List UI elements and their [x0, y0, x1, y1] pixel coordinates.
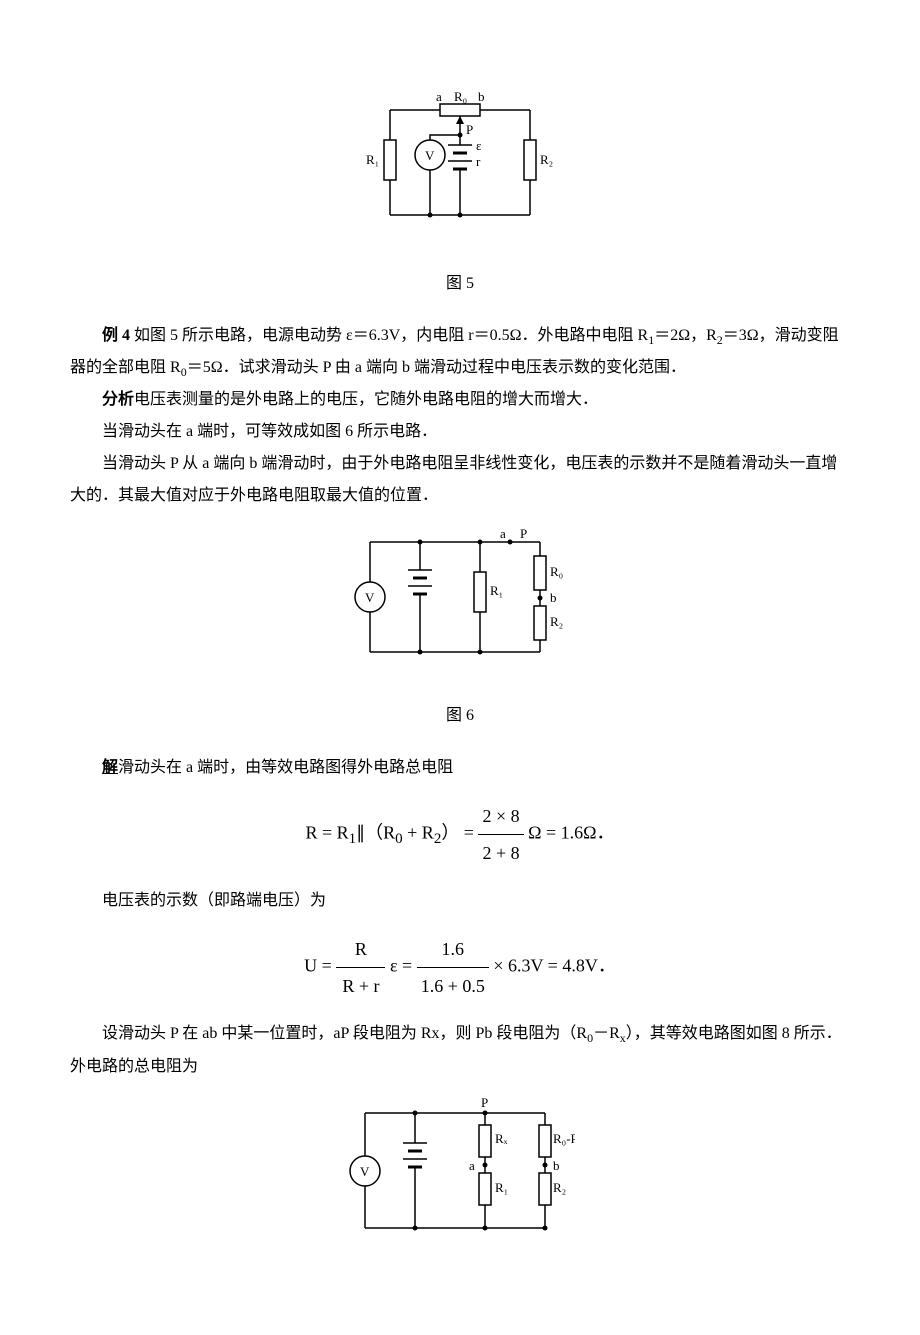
para-example: 例 4 如图 5 所示电路，电源电动势 ε＝6.3V，内电阻 r＝0.5Ω．外电… [70, 320, 850, 384]
label-P: P [466, 122, 473, 137]
circuit-5: a R₀ b P R₁ R₂ V ε r [360, 90, 560, 240]
label-b: b [550, 590, 557, 605]
label-r: r [476, 154, 481, 169]
label-eps: ε [476, 138, 482, 153]
figure-8: P V Rₓ R₀-Rₓ a b R₁ R₂ [70, 1093, 850, 1255]
label-R1: R₁ [495, 1180, 508, 1195]
para-3: 当滑动头在 a 端时，可等效成如图 6 所示电路． [70, 416, 850, 448]
page-content: a R₀ b P R₁ R₂ V ε r 图 5 例 4 如图 5 所示电路，电… [0, 0, 920, 1335]
label-R1: R₁ [490, 583, 503, 598]
label-b: b [478, 90, 485, 104]
label-P: P [481, 1095, 488, 1110]
figure-5-caption: 图 5 [70, 268, 850, 300]
circuit-8: P V Rₓ R₀-Rₓ a b R₁ R₂ [345, 1093, 575, 1243]
label-b: b [553, 1158, 560, 1173]
analysis-heading: 分析 [102, 391, 134, 408]
label-R0Rx: R₀-Rₓ [553, 1131, 575, 1146]
label-V: V [360, 1164, 370, 1179]
formula-1: R = R1∥（R0 + R2） = 2 × 82 + 8 Ω = 1.6Ω． [70, 798, 850, 871]
label-V: V [365, 590, 375, 605]
label-R0: R₀ [550, 564, 563, 579]
para-solution: 解滑动头在 a 端时，由等效电路图得外电路总电阻 [70, 752, 850, 784]
label-P: P [520, 526, 527, 541]
figure-6-caption: 图 6 [70, 700, 850, 732]
para-7: 设滑动头 P 在 ab 中某一位置时，aP 段电阻为 Rx，则 Pb 段电阻为（… [70, 1018, 850, 1082]
circuit-6: a P V R₁ R₀ b R₂ [350, 522, 570, 672]
label-a: a [500, 526, 506, 541]
label-R2: R₂ [540, 152, 553, 167]
label-a: a [469, 1158, 475, 1173]
label-R2: R₂ [553, 1180, 566, 1195]
example-heading: 例 4 [102, 327, 130, 344]
label-V: V [425, 148, 435, 163]
para-6: 电压表的示数（即路端电压）为 [70, 885, 850, 917]
formula-2: U = RR + r ε = 1.61.6 + 0.5 × 6.3V = 4.8… [70, 931, 850, 1004]
label-R1: R₁ [366, 152, 379, 167]
para-4: 当滑动头 P 从 a 端向 b 端滑动时，由于外电路电阻呈非线性变化，电压表的示… [70, 448, 850, 512]
solution-heading: 解 [102, 759, 118, 776]
figure-5: a R₀ b P R₁ R₂ V ε r 图 5 [70, 90, 850, 300]
label-R2: R₂ [550, 614, 563, 629]
label-Rx: Rₓ [495, 1131, 508, 1146]
figure-6: a P V R₁ R₀ b R₂ 图 6 [70, 522, 850, 732]
label-a: a [436, 90, 442, 104]
label-R0: R₀ [454, 90, 467, 104]
para-analysis: 分析电压表测量的是外电路上的电压，它随外电路电阻的增大而增大． [70, 384, 850, 416]
